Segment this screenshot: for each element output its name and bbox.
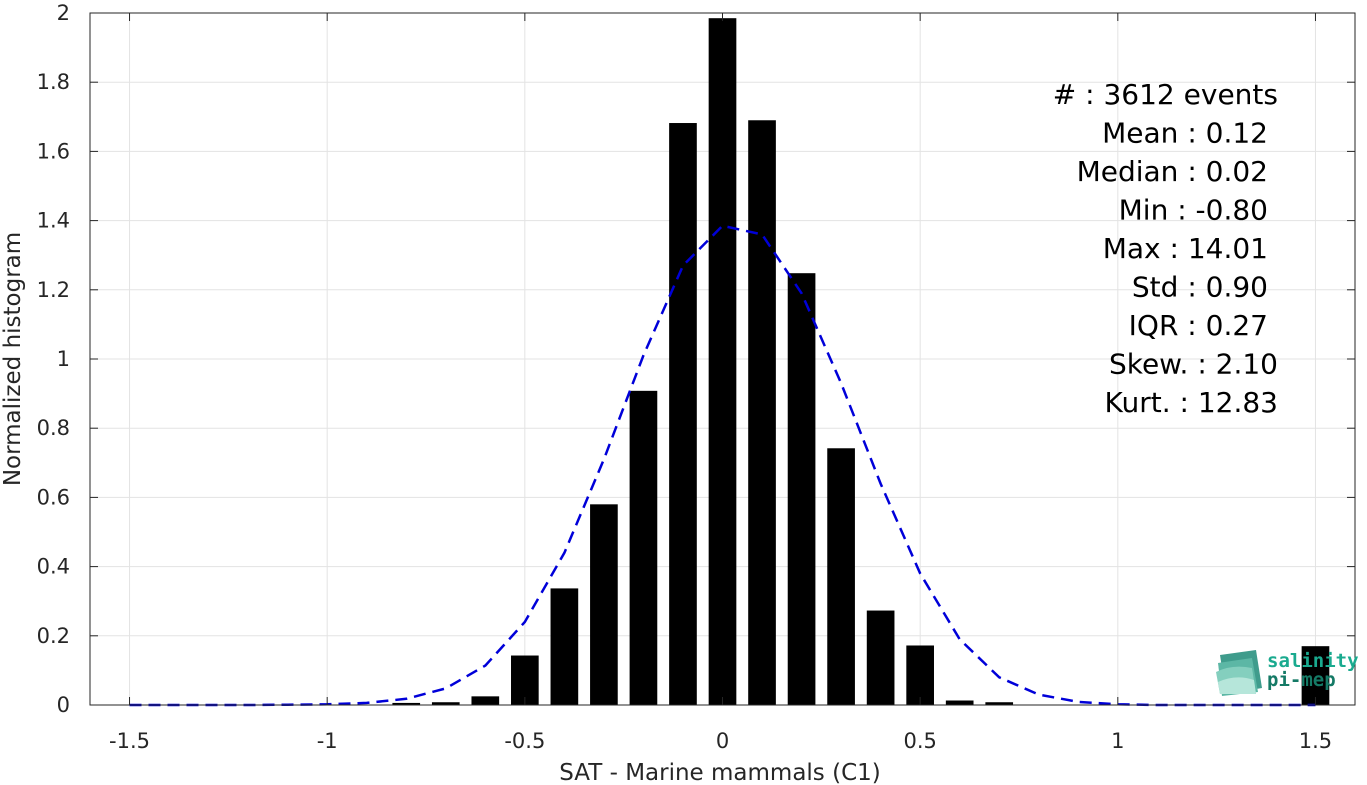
histogram-bar	[866, 610, 895, 705]
histogram-bar	[471, 696, 500, 705]
y-tick-label: 2	[57, 1, 70, 25]
y-tick-label: 0	[57, 693, 70, 717]
logo-line1: salinity	[1267, 650, 1359, 672]
x-tick-label: -0.5	[504, 729, 545, 753]
x-axis-label: SAT - Marine mammals (C1)	[559, 760, 881, 785]
x-tick-label: 1	[1111, 729, 1124, 753]
stat-line: Skew. : 2.10	[1109, 348, 1278, 381]
histogram-bar	[985, 702, 1014, 705]
y-tick-labels: 0 0.2 0.4 0.6 0.8 1 1.2 1.4 1.6 1.8 2	[37, 1, 70, 717]
y-tick-label: 0.6	[37, 485, 70, 509]
histogram-bar	[906, 645, 934, 705]
stat-line: Mean : 0.12	[1102, 117, 1268, 150]
histogram-bar	[629, 390, 658, 705]
y-tick-label: 1.8	[37, 70, 70, 94]
x-tick-label: 1.5	[1299, 729, 1332, 753]
y-axis-label: Normalized histogram	[0, 232, 26, 486]
histogram-bar	[511, 655, 539, 705]
histogram-bar	[669, 123, 697, 705]
histogram-bar	[431, 702, 460, 705]
x-tick-label: -1.5	[109, 729, 150, 753]
histogram-bar	[827, 448, 855, 705]
stat-line: IQR : 0.27	[1129, 309, 1268, 342]
bars	[392, 18, 1330, 705]
histogram-bar	[708, 18, 737, 705]
histogram-bar	[1301, 646, 1330, 705]
histogram-bar	[945, 700, 974, 705]
y-tick-label: 1.4	[37, 209, 70, 233]
y-tick-label: 1.6	[37, 139, 70, 163]
stat-line: Kurt. : 12.83	[1105, 386, 1279, 419]
x-tick-label: -1	[317, 729, 338, 753]
y-tick-label: 0.4	[37, 555, 70, 579]
salinity-pimep-logo: salinity pi-mep	[1216, 650, 1359, 696]
histogram-bar	[590, 504, 618, 705]
stat-line: Median : 0.02	[1077, 155, 1268, 188]
histogram-bar	[550, 588, 579, 705]
histogram-bar	[392, 702, 421, 705]
stat-line: Min : -0.80	[1119, 194, 1268, 227]
histogram-bar	[748, 120, 776, 705]
axes	[89, 12, 1356, 706]
stat-line: Std : 0.90	[1132, 271, 1268, 304]
y-tick-label: 1	[57, 347, 70, 371]
y-tick-label: 0.8	[37, 416, 70, 440]
logo-waves-icon	[1216, 650, 1262, 696]
x-tick-label: 0	[716, 729, 729, 753]
statistics-box: # : 3612 events Mean : 0.12 Median : 0.02 M…	[1053, 78, 1278, 419]
x-tick-label: 0.5	[903, 729, 936, 753]
stat-line: Max : 14.01	[1103, 232, 1268, 265]
stat-line: # : 3612 events	[1053, 78, 1278, 111]
y-tick-label: 1.2	[37, 278, 70, 302]
logo-line2: pi-mep	[1267, 669, 1336, 691]
histogram-bar	[787, 273, 816, 705]
x-tick-labels: -1.5 -1 -0.5 0 0.5 1 1.5	[109, 729, 1332, 753]
y-tick-label: 0.2	[37, 624, 70, 648]
